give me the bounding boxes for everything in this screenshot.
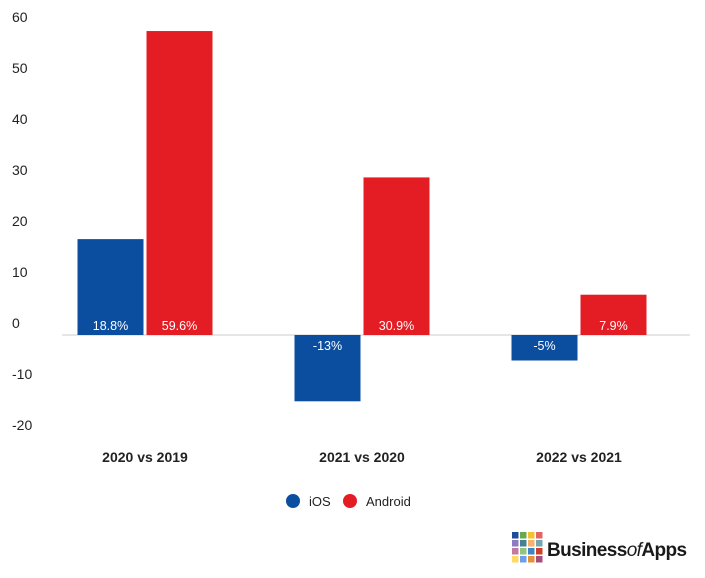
bar-android-2 (363, 177, 430, 335)
x-category-label: 2020 vs 2019 (102, 449, 188, 465)
bar-android-3 (580, 294, 647, 335)
y-tick-label: 20 (12, 213, 28, 229)
legend: iOS Android (286, 494, 411, 509)
logo-tile (520, 556, 527, 563)
data-label-ios-3: -5% (533, 339, 555, 353)
logo-tile (512, 548, 519, 555)
y-tick-label: 10 (12, 264, 28, 280)
logo-wordmark: BusinessofApps (547, 540, 686, 561)
data-label-ios-2: -13% (313, 339, 342, 353)
logo-word-business: Business (547, 540, 627, 561)
y-tick-label: -10 (12, 366, 32, 382)
businessofapps-logo: BusinessofApps (512, 532, 687, 563)
y-axis-tick-labels: 60 50 40 30 20 10 0 -10 -20 (12, 9, 32, 433)
logo-tile (528, 556, 535, 563)
y-tick-label: 30 (12, 162, 28, 178)
data-label-android-2: 30.9% (379, 319, 414, 333)
logo-tile (536, 540, 543, 547)
legend-label-ios: iOS (309, 494, 331, 509)
logo-tile (528, 540, 535, 547)
y-tick-label: 50 (12, 60, 28, 76)
logo-tile (520, 548, 527, 555)
logo-tile (528, 532, 535, 539)
data-label-ios-1: 18.8% (93, 319, 128, 333)
y-tick-label: 60 (12, 9, 28, 25)
y-tick-label: -20 (12, 417, 32, 433)
data-label-android-3: 7.9% (599, 319, 628, 333)
logo-tiles-icon (512, 532, 543, 563)
bar-ios-2 (294, 335, 361, 402)
bar-data-labels: 18.8% 59.6% -13% 30.9% -5% 7.9% (93, 319, 628, 353)
logo-tile (520, 532, 527, 539)
bar-ios-1 (77, 239, 144, 335)
legend-swatch-android (343, 494, 357, 508)
logo-tile (536, 556, 543, 563)
y-tick-label: 40 (12, 111, 28, 127)
logo-tile (512, 532, 519, 539)
logo-tile (520, 540, 527, 547)
x-axis-category-labels: 2020 vs 2019 2021 vs 2020 2022 vs 2021 (102, 449, 622, 465)
logo-tile (512, 540, 519, 547)
logo-tile (512, 556, 519, 563)
x-category-label: 2022 vs 2021 (536, 449, 622, 465)
bar-ios-3 (511, 335, 578, 361)
bar-android-1 (146, 31, 213, 335)
bar-series (77, 31, 647, 402)
y-tick-label: 0 (12, 315, 20, 331)
logo-word-of: of (627, 540, 644, 561)
logo-tile (528, 548, 535, 555)
logo-tile (536, 532, 543, 539)
legend-label-android: Android (366, 494, 411, 509)
logo-word-apps: Apps (641, 540, 686, 561)
legend-swatch-ios (286, 494, 300, 508)
logo-tile (536, 548, 543, 555)
x-category-label: 2021 vs 2020 (319, 449, 405, 465)
data-label-android-1: 59.6% (162, 319, 197, 333)
